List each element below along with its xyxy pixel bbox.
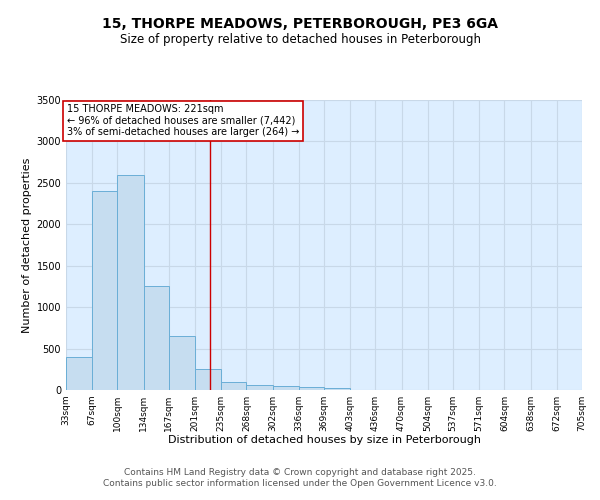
Text: Contains HM Land Registry data © Crown copyright and database right 2025.
Contai: Contains HM Land Registry data © Crown c…: [103, 468, 497, 487]
Text: 15, THORPE MEADOWS, PETERBOROUGH, PE3 6GA: 15, THORPE MEADOWS, PETERBOROUGH, PE3 6G…: [102, 18, 498, 32]
Bar: [324, 388, 350, 390]
Y-axis label: Number of detached properties: Number of detached properties: [22, 158, 32, 332]
Bar: [272, 386, 299, 390]
Bar: [143, 286, 169, 390]
Bar: [66, 357, 92, 390]
Bar: [299, 387, 324, 390]
Bar: [195, 370, 221, 390]
Text: 15 THORPE MEADOWS: 221sqm
← 96% of detached houses are smaller (7,442)
3% of sem: 15 THORPE MEADOWS: 221sqm ← 96% of detac…: [67, 104, 299, 138]
Bar: [221, 382, 247, 390]
Bar: [169, 336, 195, 390]
X-axis label: Distribution of detached houses by size in Peterborough: Distribution of detached houses by size …: [167, 436, 481, 446]
Bar: [92, 191, 118, 390]
Bar: [118, 174, 143, 390]
Text: Size of property relative to detached houses in Peterborough: Size of property relative to detached ho…: [119, 32, 481, 46]
Bar: [247, 386, 272, 390]
